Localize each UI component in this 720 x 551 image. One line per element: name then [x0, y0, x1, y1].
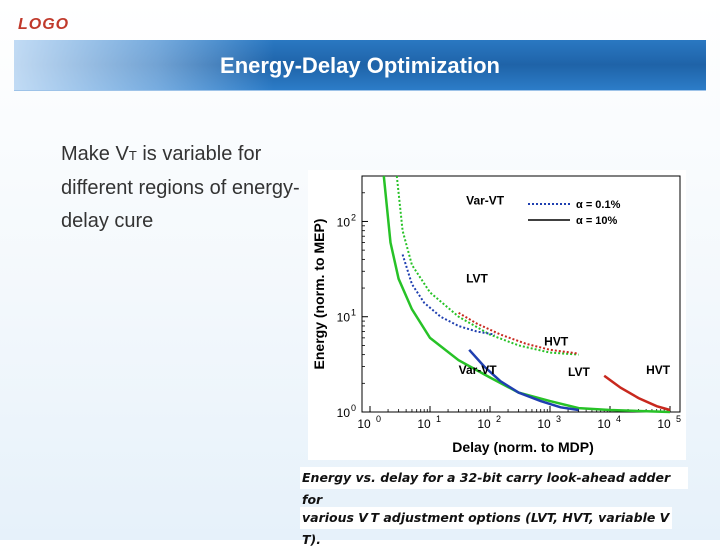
y-tick-label: 10: [337, 406, 351, 420]
x-tick-label-exponent: 5: [676, 414, 681, 424]
bullet-text: Make VT is variable for different region…: [61, 138, 321, 238]
annotation-label: Var-VT: [466, 194, 505, 208]
x-tick-label-exponent: 0: [376, 414, 381, 424]
y-tick-label-exponent: 1: [351, 308, 356, 318]
plot-frame: [361, 175, 681, 413]
annotation-label: LVT: [568, 365, 590, 379]
y-tick-label: 10: [337, 311, 351, 325]
x-tick-label-exponent: 1: [436, 414, 441, 424]
series-line: [458, 311, 579, 355]
annotation-label: HVT: [646, 363, 671, 377]
slide-title: Energy-Delay Optimization: [220, 53, 500, 78]
bullet-subscript: T: [128, 148, 137, 163]
x-tick-label: 10: [417, 417, 431, 431]
logo: LOGO: [18, 16, 70, 33]
x-tick-label-exponent: 2: [496, 414, 501, 424]
bullet-part1: Make V: [61, 143, 129, 165]
annotation-label: Var-VT: [459, 363, 498, 377]
y-axis-label: Energy (norm. to MEP): [311, 219, 327, 370]
series-line: [395, 175, 579, 356]
legend-label: α = 10%: [576, 215, 618, 227]
x-tick-label: 10: [537, 417, 551, 431]
chart-container: 10 0 10 1 10 2 10 3 10 4 10 5 10 0 10 1 10 2 Var-VT LVT HVT V…: [308, 170, 686, 460]
annotation-label: LVT: [466, 271, 488, 285]
x-axis-label: Delay (norm. to MDP): [452, 439, 594, 455]
caption-line-2: various V T adjustment options (LVT, HVT…: [300, 507, 672, 547]
caption-line-1: Energy vs. delay for a 32-bit carry look…: [300, 467, 688, 507]
y-tick-label: 10: [337, 215, 351, 229]
x-tick-label: 10: [597, 417, 611, 431]
x-tick-label: 10: [657, 417, 671, 431]
legend: α = 0.1% α = 10%: [528, 199, 621, 227]
bullet-part2: is variable for different regions of ene…: [61, 143, 300, 232]
y-tick-label-exponent: 2: [351, 212, 356, 222]
energy-delay-chart: 10 0 10 1 10 2 10 3 10 4 10 510 010 110 2Var-VTLVTHVTV…: [311, 175, 681, 455]
x-tick-label-exponent: 3: [556, 414, 561, 424]
series-line: [401, 254, 495, 336]
title-bar: Energy-Delay Optimization: [14, 40, 706, 91]
legend-label: α = 0.1%: [576, 199, 621, 211]
y-tick-label-exponent: 0: [351, 403, 356, 413]
series-line: [603, 374, 671, 412]
annotation-label: HVT: [544, 334, 569, 348]
x-tick-label: 10: [357, 417, 371, 431]
series-line: [382, 175, 671, 414]
series-line: [468, 348, 579, 412]
x-tick-label: 10: [477, 417, 491, 431]
x-tick-label-exponent: 4: [616, 414, 621, 424]
